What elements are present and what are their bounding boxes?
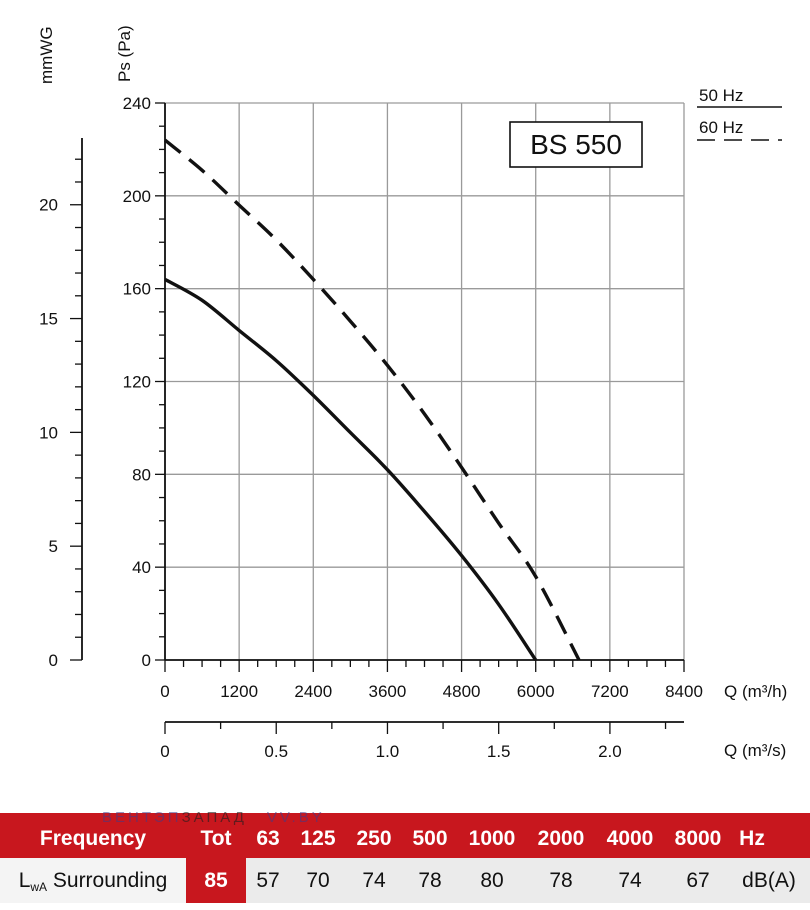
x2-axis-title: Q (m³/s): [724, 741, 786, 760]
frequency-label: Frequency: [39, 827, 147, 850]
y-tick-label: 240: [123, 94, 151, 113]
x2-tick-label: 1.0: [376, 742, 400, 761]
grid: [164, 102, 685, 661]
value-4000: 74: [618, 869, 642, 892]
curve-60hz: [163, 138, 581, 661]
legend-50hz-label: 50 Hz: [699, 86, 743, 105]
frequency-header-row: Frequency Tot 63 125 250 500 1000 2000 4…: [0, 809, 810, 858]
performance-curves: [163, 138, 581, 661]
y2-axis-title: mmWG: [37, 26, 56, 84]
value-1000: 80: [480, 869, 504, 892]
x-tick-label: 3600: [369, 682, 407, 701]
legend-60hz-label: 60 Hz: [699, 118, 743, 137]
band-63: 63: [256, 827, 280, 850]
band-1000: 1000: [468, 827, 516, 850]
y-tick-label: 160: [123, 280, 151, 299]
tot-header: Tot: [200, 827, 232, 850]
lwa-values-row: LwA Surrounding 85 57 70 74 78 80 78 74 …: [0, 858, 810, 903]
y2-tick-label: 15: [39, 310, 58, 329]
band-2000: 2000: [537, 827, 585, 850]
watermark: ВЕНТЭПЗАПАД VV.BY: [102, 809, 325, 826]
tick-marks: [70, 102, 685, 734]
row-unit: dB(A): [742, 869, 796, 892]
y-tick-label: 200: [123, 187, 151, 206]
band-4000: 4000: [606, 827, 654, 850]
y2-tick-label: 20: [39, 196, 58, 215]
x-tick-label: 2400: [294, 682, 332, 701]
y-tick-label: 0: [142, 651, 151, 670]
y2-tick-label: 5: [49, 537, 58, 556]
value-500: 78: [418, 869, 442, 892]
y-tick-label: 120: [123, 373, 151, 392]
x-axis-title: Q (m³/h): [724, 682, 787, 701]
value-63: 57: [256, 869, 280, 892]
x-tick-label: 0: [160, 682, 169, 701]
x-tick-label: 7200: [591, 682, 629, 701]
y2-tick-label: 10: [39, 423, 58, 442]
x2-tick-label: 0: [160, 742, 169, 761]
y-tick-label: 80: [132, 465, 151, 484]
value-2000: 78: [549, 869, 573, 892]
lwa-row-label: LwA Surrounding: [0, 858, 186, 903]
x2-tick-label: 1.5: [487, 742, 511, 761]
y-tick-label: 40: [132, 558, 151, 577]
x-tick-label: 8400: [665, 682, 703, 701]
model-label-box: [509, 121, 643, 168]
model-label: BS 550: [530, 129, 622, 160]
band-125: 125: [300, 827, 336, 850]
value-8000: 67: [686, 869, 710, 892]
value-250: 74: [362, 869, 386, 892]
x2-tick-label: 2.0: [598, 742, 622, 761]
value-125: 70: [306, 869, 330, 892]
y2-tick-label: 0: [49, 651, 58, 670]
x-tick-label: 1200: [220, 682, 258, 701]
x2-tick-label: 0.5: [264, 742, 288, 761]
x-tick-label: 6000: [517, 682, 555, 701]
sound-power-table: Frequency Tot 63 125 250 500 1000 2000 4…: [0, 809, 810, 903]
band-500: 500: [412, 827, 448, 850]
band-8000: 8000: [674, 827, 722, 850]
y-axis-title: Ps (Pa): [115, 25, 134, 82]
band-250: 250: [356, 827, 392, 850]
hz-unit: Hz: [739, 827, 765, 850]
curve-50hz: [164, 277, 538, 661]
x-tick-label: 4800: [443, 682, 481, 701]
tot-value: 85: [186, 858, 246, 903]
